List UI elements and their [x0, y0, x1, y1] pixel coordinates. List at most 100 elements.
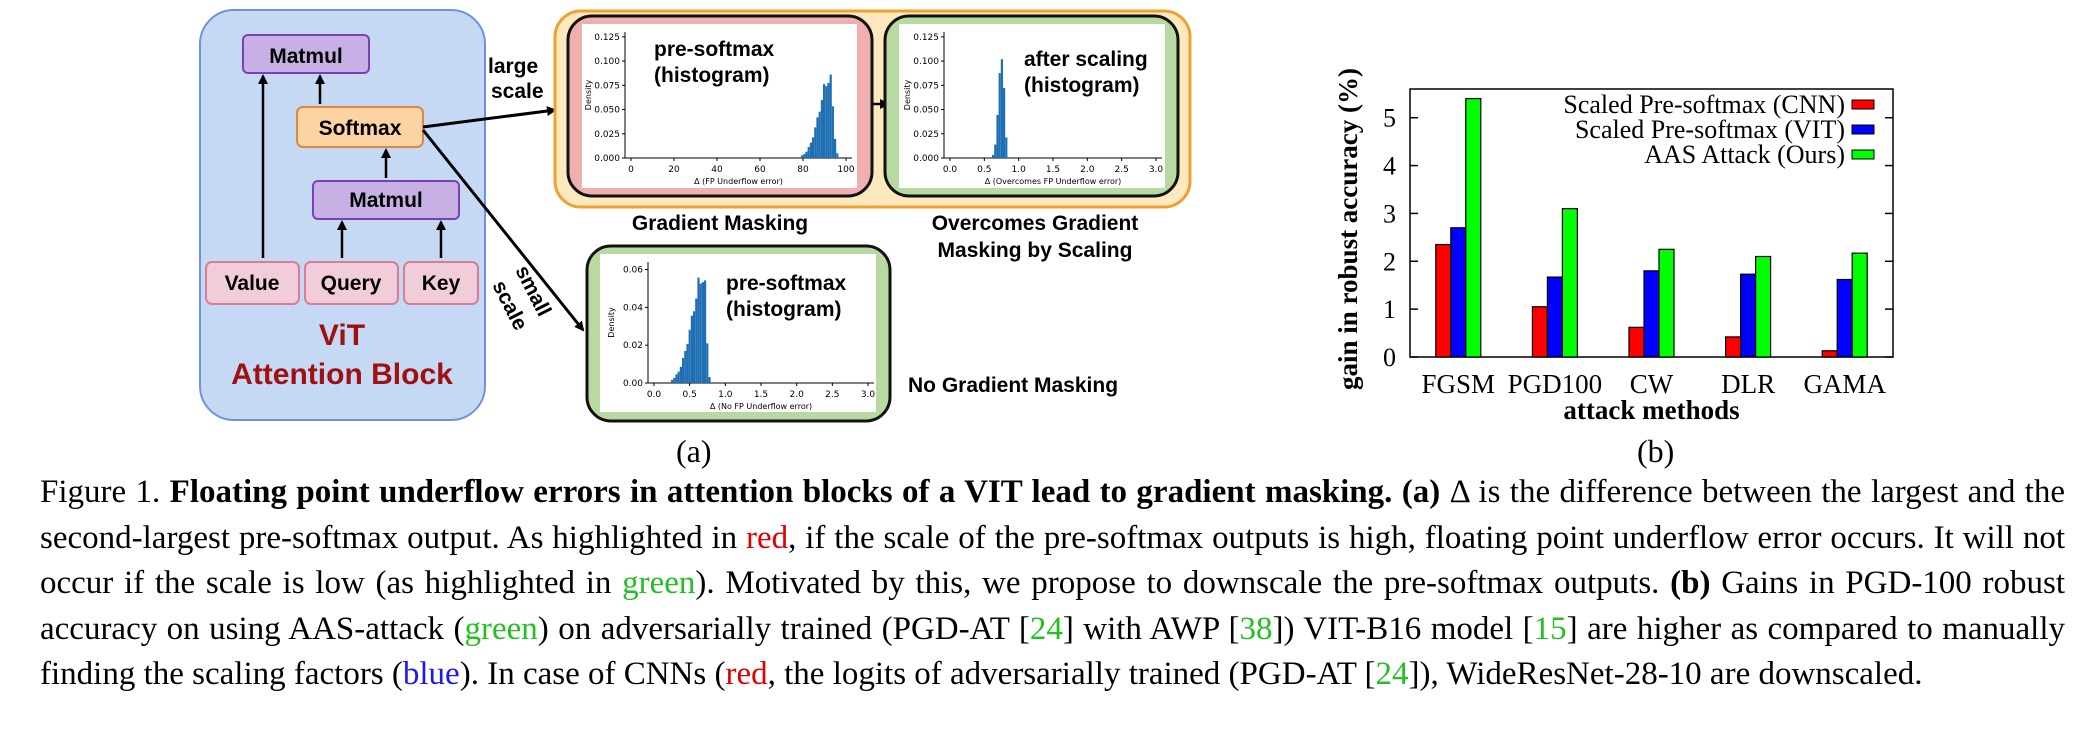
- hist-bar: [823, 84, 826, 158]
- hist-bar: [686, 343, 689, 383]
- bar: [1465, 97, 1482, 358]
- hist-ytick-label: 0.075: [913, 81, 939, 91]
- legend-label: AAS Attack (Ours): [1644, 140, 1845, 169]
- hist-xtick-label: 60: [754, 165, 766, 175]
- large-scale-arrow: [422, 106, 557, 129]
- hist-ylabel: Density: [903, 80, 912, 111]
- hist-bar: [708, 377, 711, 383]
- hist3-title-line2: (histogram): [726, 298, 842, 321]
- bar: [1561, 208, 1579, 358]
- hist3-title-line1: pre-softmax: [726, 272, 847, 295]
- hist-xtick-label: 100: [837, 165, 854, 175]
- hist-xtick-label: 0.5: [683, 390, 697, 400]
- hist-ylabel: Density: [584, 80, 593, 111]
- hist-bar: [701, 282, 704, 383]
- bar: [1628, 326, 1645, 358]
- hist-xtick-label: 1.0: [718, 390, 733, 400]
- caption-text: ]) VIT-B16 model [: [1272, 610, 1534, 647]
- caption-red-word: red: [746, 519, 789, 556]
- hist-bar: [803, 154, 806, 158]
- caption-text: Gains in PGD-100 robust accuracy on usin…: [40, 565, 2066, 647]
- hist-bar: [805, 151, 808, 158]
- caption-text: ) on adversarially trained (PGD-AT [: [537, 610, 1030, 647]
- y-tick-label: 1: [1383, 295, 1396, 324]
- large-label: large: [488, 55, 538, 78]
- hist-bar: [679, 366, 682, 383]
- hist-bar: [992, 154, 995, 158]
- bar: [1836, 278, 1853, 358]
- citation-link[interactable]: 15: [1533, 610, 1567, 647]
- hist-ytick-label: 0.100: [594, 57, 620, 67]
- caption-red-word: red: [725, 656, 768, 692]
- x-tick-label: GAMA: [1803, 369, 1886, 399]
- histogram-2: 0.000 0.025 0.050 0.075 0.100 0.125 0.0 0.5 1.0 1…: [903, 32, 1163, 186]
- overcomes-caption-line2: Masking by Scaling: [938, 239, 1133, 262]
- hist-xtick-label: 0.0: [943, 165, 958, 175]
- hist-ytick-label: 0.025: [594, 130, 620, 140]
- matmul-mid-label: Matmul: [349, 189, 423, 212]
- hist2-title-line1: after scaling: [1024, 48, 1148, 71]
- y-tick-label: 4: [1383, 152, 1396, 181]
- hist-bar: [801, 155, 804, 158]
- caption-figure-number: Figure 1.: [40, 474, 161, 510]
- y-tick-label: 2: [1383, 247, 1396, 276]
- gradient-masking-caption: Gradient Masking: [632, 212, 808, 235]
- x-tick-label: DLR: [1721, 369, 1775, 399]
- small-scale-arrow: [421, 129, 585, 332]
- hist-bar: [994, 144, 997, 158]
- hist-xtick-label: 0.5: [977, 165, 991, 175]
- hist-ytick-label: 0.075: [594, 81, 620, 91]
- caption-text: ] with AWP [: [1062, 610, 1240, 647]
- hist-bar: [809, 142, 812, 158]
- hist-bar: [814, 127, 817, 158]
- hist-bar: [820, 100, 823, 158]
- hist-ytick-label: 0.06: [623, 266, 643, 276]
- bar-chart: 0 1 2 3 4 5 FGSM PGD100 CW DLR GAMA attack methods g…: [1333, 68, 1894, 425]
- hist-ytick-label: 0.000: [913, 154, 939, 164]
- value-box: [205, 261, 300, 305]
- caption-part-b: (b): [1670, 565, 1711, 601]
- hist-xtick-label: 0: [628, 165, 634, 175]
- hist-bar: [998, 73, 1001, 158]
- hist-bar: [816, 117, 819, 158]
- matmul-top-box: [242, 34, 370, 74]
- bar: [1643, 270, 1660, 358]
- hist2-title-line2: (histogram): [1024, 74, 1140, 97]
- y-tick-label: 3: [1383, 199, 1396, 228]
- y-tick-label: 5: [1383, 104, 1396, 133]
- hist-bar: [834, 138, 837, 158]
- citation-link[interactable]: 24: [1029, 610, 1063, 647]
- query-box: [304, 261, 399, 305]
- caption-text: ). In case of CNNs (: [459, 656, 726, 692]
- caption-text: ]), WideResNet-28-10 are downscaled.: [1408, 656, 1923, 692]
- legend-swatch: [1851, 124, 1875, 135]
- caption-text: Δ is the difference between the largest …: [40, 474, 2066, 556]
- hist-ytick-label: 0.125: [913, 33, 939, 43]
- hist1-title-line1: pre-softmax: [654, 38, 775, 61]
- citation-link[interactable]: 24: [1375, 656, 1409, 692]
- bar: [1531, 306, 1549, 358]
- caption-text: , the logits of adversarially trained (P…: [767, 656, 1376, 692]
- hist-bar: [695, 298, 698, 383]
- legend-label: Scaled Pre-softmax (CNN): [1563, 90, 1845, 119]
- x-tick-label: FGSM: [1422, 369, 1496, 399]
- bar: [1546, 276, 1564, 358]
- hist-xtick-label: 40: [711, 165, 723, 175]
- figure-caption: Figure 1. Floating point underflow error…: [40, 470, 2065, 698]
- block-title-line2: Attention Block: [231, 358, 453, 391]
- legend-swatch: [1851, 99, 1875, 110]
- hist-bar: [693, 311, 696, 383]
- caption-green-word: green: [622, 565, 696, 601]
- bar: [1658, 248, 1675, 358]
- bar: [1450, 227, 1467, 358]
- y-tick-label: 0: [1383, 343, 1396, 372]
- histogram-3: 0.00 0.02 0.04 0.06 0.0 0.5 1.0 1.5 2.0 2.5 3.0 Den…: [607, 262, 875, 411]
- hist-bar: [699, 283, 702, 383]
- hist-bar: [829, 74, 832, 158]
- citation-link[interactable]: 38: [1239, 610, 1273, 647]
- hist-xtick-label: 1.0: [1012, 165, 1027, 175]
- hist-xlabel: Δ (Overcomes FP Underflow error): [985, 177, 1122, 186]
- bar: [1739, 273, 1757, 358]
- hist-ytick-label: 0.050: [913, 106, 939, 116]
- hist-bar: [836, 153, 839, 158]
